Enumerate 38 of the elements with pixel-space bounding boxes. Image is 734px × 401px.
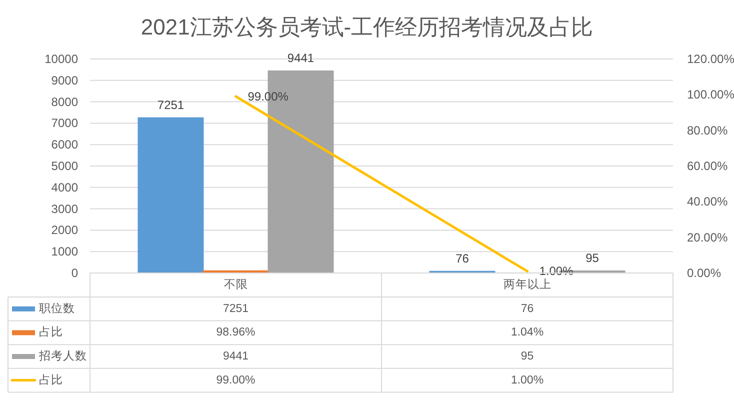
text: 95 — [586, 250, 599, 265]
y2-tick-label: 100.00% — [687, 88, 734, 102]
data-label: 76 — [520, 302, 534, 315]
y-tick-label: 0 — [71, 266, 78, 280]
legend-label: 职位数 — [39, 302, 75, 315]
data-label: 98.96% — [216, 326, 256, 339]
y-tick-label: 4000 — [51, 180, 78, 194]
data-label: 9441 — [222, 350, 249, 362]
x-tick-label: 不限 — [224, 278, 248, 291]
chart-title: 2021江苏公务员考试-工作经历招考情况及占比 — [140, 14, 594, 40]
text: 99.00% — [248, 89, 288, 104]
y-tick-label: 5000 — [51, 159, 78, 173]
legend-label: 占比 — [39, 326, 63, 339]
data-label: 1.04% — [510, 326, 544, 339]
y-tick-label: 10000 — [44, 52, 78, 66]
legend-label: 占比 — [39, 373, 63, 386]
y2-tick-label: 60.00% — [687, 159, 728, 173]
y-tick-label: 8000 — [51, 94, 78, 109]
y2-tick-label: 0.00% — [687, 266, 722, 280]
y-tick-label: 7000 — [51, 116, 78, 130]
y-tick-label: 6000 — [51, 138, 78, 152]
x-tick-label: 两年以上 — [503, 278, 552, 291]
y2-tick-label: 20.00% — [687, 230, 728, 244]
data-label: 99.00% — [216, 374, 256, 386]
y-tick-label: 9000 — [51, 73, 78, 88]
data-label: 95 — [520, 350, 534, 362]
text: 7251 — [157, 98, 184, 112]
legend-label: 招考人数 — [38, 350, 87, 362]
text: 9441 — [287, 50, 314, 65]
y-tick-label: 3000 — [51, 202, 78, 216]
y-tick-label: 2000 — [51, 223, 78, 238]
data-label: 1.00% — [510, 374, 544, 386]
y2-tick-label: 40.00% — [687, 194, 728, 209]
text: 76 — [456, 251, 469, 266]
y2-tick-label: 120.00% — [687, 52, 734, 66]
data-label: 7251 — [222, 302, 249, 315]
y2-tick-label: 80.00% — [687, 123, 728, 138]
y-tick-label: 1000 — [51, 244, 78, 259]
